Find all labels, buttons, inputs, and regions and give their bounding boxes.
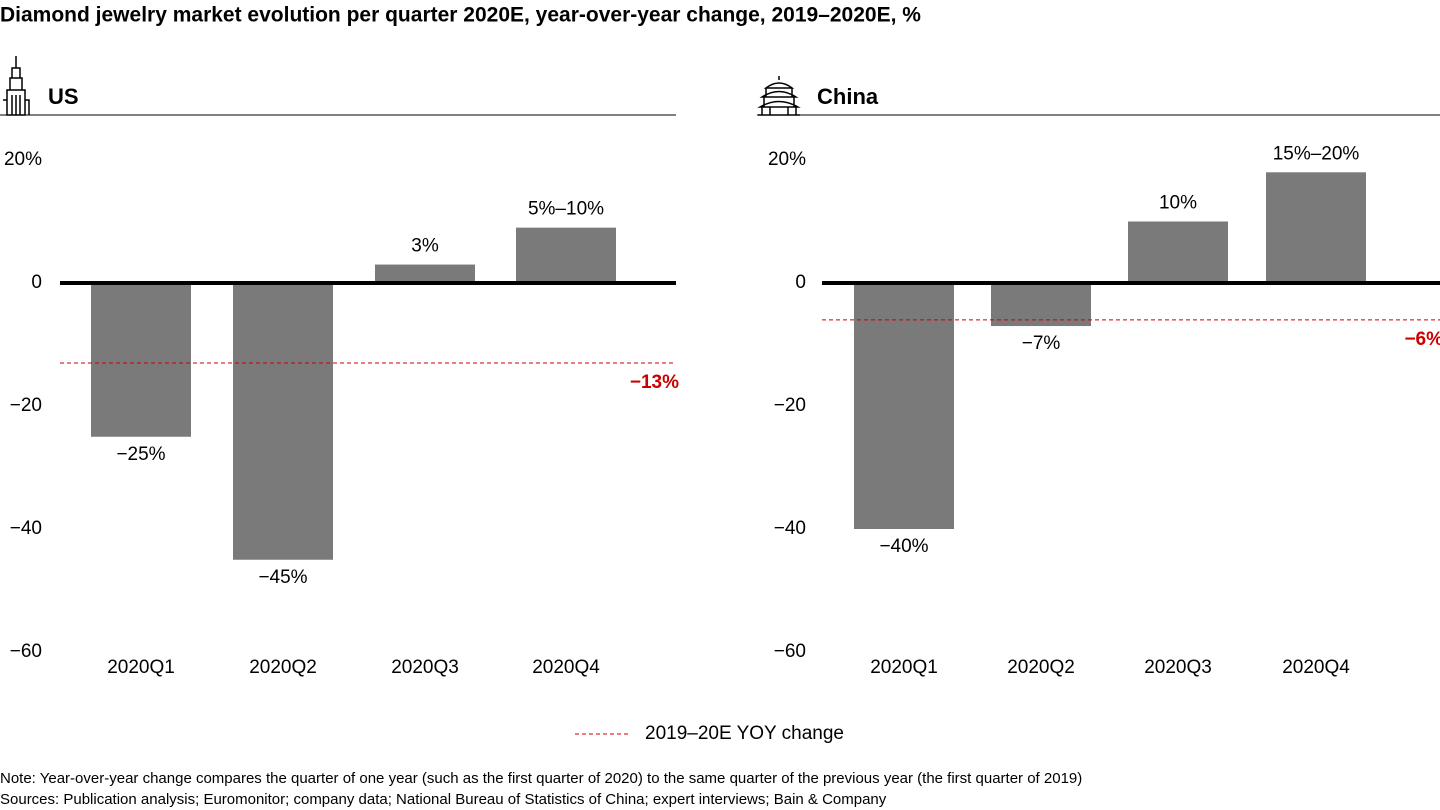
bar [516,227,616,283]
chart-title: Diamond jewelry market evolution per qua… [0,4,921,27]
y-tick-label: 20% [768,149,806,170]
china-icon [757,76,801,116]
us-icon [3,56,30,116]
y-tick-label: −40 [774,518,806,539]
x-tick-label: 2020Q4 [1282,657,1350,678]
x-tick-label: 2020Q1 [107,657,175,678]
y-tick-label: −20 [10,395,42,416]
y-tick-label: −20 [774,395,806,416]
value-label: 15%–20% [1273,143,1360,164]
value-label: −40% [879,536,928,557]
x-tick-label: 2020Q1 [870,657,938,678]
value-label: −7% [1022,333,1061,354]
legend-label: 2019–20E YOY change [645,723,844,744]
y-tick-label: −40 [10,518,42,539]
note: Note: Year-over-year change compares the… [0,770,1082,787]
x-tick-label: 2020Q4 [532,657,600,678]
reference-label: −6% [1404,329,1440,350]
bar [1128,221,1228,283]
y-tick-label: −60 [10,641,42,662]
bar [991,283,1091,327]
value-label: 10% [1159,193,1197,214]
panel-title: US [48,84,79,109]
y-tick-label: 0 [795,272,806,293]
y-tick-label: −60 [774,641,806,662]
y-tick-label: 0 [31,272,42,293]
x-tick-label: 2020Q2 [1007,657,1075,678]
bar [1266,172,1366,283]
bar [854,283,954,529]
x-tick-label: 2020Q3 [391,657,459,678]
bar [91,283,191,437]
source: Sources: Publication analysis; Euromonit… [0,791,887,808]
panel-title: China [817,84,879,109]
x-tick-label: 2020Q2 [249,657,317,678]
reference-label: −13% [630,372,679,393]
x-tick-label: 2020Q3 [1144,657,1212,678]
bar [375,264,475,283]
bar [233,283,333,560]
value-label: 3% [411,236,439,257]
value-label: −25% [116,444,165,465]
y-tick-label: 20% [4,149,42,170]
value-label: 5%–10% [528,199,604,220]
value-label: −45% [258,567,307,588]
